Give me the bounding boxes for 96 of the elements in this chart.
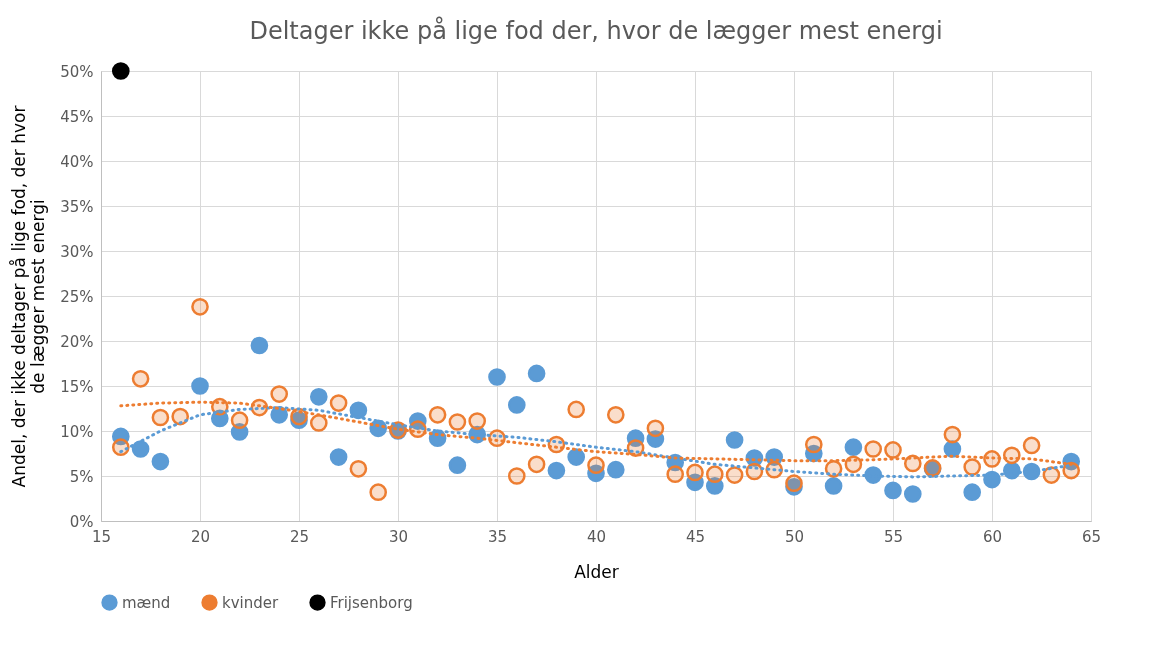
x-tick-label: 25 — [289, 527, 310, 546]
x-tick-label: 15 — [91, 527, 112, 546]
y-tick-label: 0% — [69, 512, 94, 531]
point — [111, 427, 130, 446]
point — [903, 454, 922, 473]
point — [230, 411, 249, 430]
point — [448, 456, 467, 475]
y-tick-label: 50% — [60, 62, 94, 81]
point — [468, 412, 487, 430]
point — [705, 477, 724, 495]
x-tick-label: 20 — [190, 527, 211, 546]
point — [587, 464, 605, 483]
legend-label: mænd — [122, 593, 171, 612]
point — [646, 419, 665, 438]
point — [943, 425, 962, 444]
point — [725, 431, 744, 449]
point — [567, 400, 586, 419]
point — [369, 483, 388, 502]
point — [111, 62, 130, 80]
point — [290, 411, 308, 430]
y-tick-label: 15% — [60, 377, 94, 396]
point — [1062, 461, 1081, 480]
point — [428, 405, 447, 424]
point — [804, 435, 823, 454]
point — [844, 455, 863, 474]
point — [309, 387, 328, 406]
point — [686, 473, 704, 492]
point — [844, 438, 863, 457]
point — [943, 440, 962, 458]
y-tick-label: 30% — [60, 242, 94, 261]
point — [884, 441, 902, 459]
x-tick-label: 50 — [784, 527, 805, 546]
y-tick-label: 35% — [60, 197, 94, 216]
point — [349, 459, 368, 478]
point — [309, 414, 328, 432]
point — [131, 440, 150, 458]
chart-title: Deltager ikke på lige fod der, hvor de lægger mest energi — [249, 16, 943, 46]
point — [507, 467, 526, 485]
point — [626, 429, 645, 448]
point — [408, 412, 427, 430]
point — [804, 444, 823, 463]
point — [646, 430, 665, 448]
point — [507, 396, 526, 414]
point — [824, 477, 843, 495]
point — [210, 409, 229, 428]
point — [903, 485, 922, 503]
legend-label: kvinder — [222, 593, 279, 612]
point — [963, 458, 982, 476]
x-tick-label: 30 — [388, 527, 409, 546]
point — [171, 407, 190, 426]
y-axis-title: Andel, der ikke deltager på lige fod, der hvor de lægger mest energi — [9, 105, 49, 488]
point — [448, 413, 467, 431]
point — [666, 465, 685, 484]
x-tick-label: 35 — [487, 527, 508, 546]
point — [329, 394, 348, 412]
point — [250, 336, 269, 355]
y-tick-label: 10% — [60, 422, 94, 441]
point — [963, 483, 982, 502]
y-tick-label: 5% — [69, 467, 94, 486]
point — [349, 401, 368, 420]
x-tick-label: 65 — [1081, 527, 1102, 546]
point — [686, 463, 704, 482]
point — [884, 481, 902, 500]
x-tick-label: 60 — [982, 527, 1003, 546]
point — [1042, 466, 1061, 484]
legend-label: Frijsenborg — [330, 593, 413, 612]
point — [230, 423, 249, 441]
point — [131, 369, 150, 388]
y-tick-label: 25% — [60, 287, 94, 306]
point — [587, 456, 605, 475]
point — [725, 466, 744, 484]
point — [151, 408, 170, 427]
point — [547, 461, 566, 480]
point — [191, 377, 209, 395]
point — [1022, 436, 1041, 455]
point — [527, 455, 546, 474]
x-axis-title: Alder — [574, 561, 619, 582]
point — [488, 368, 506, 386]
x-tick-label: 45 — [685, 527, 706, 546]
point — [329, 448, 348, 466]
point — [151, 452, 170, 471]
point — [606, 405, 625, 424]
y-tick-label: 20% — [60, 332, 94, 351]
point — [606, 460, 625, 479]
point — [745, 462, 764, 481]
x-tick-label: 40 — [586, 527, 607, 546]
y-tick-label: 45% — [60, 107, 94, 126]
point — [270, 385, 289, 403]
x-tick-label: 55 — [883, 527, 904, 546]
point — [705, 465, 724, 484]
point — [191, 297, 209, 316]
y-tick-label: 40% — [60, 152, 94, 171]
point — [527, 364, 546, 383]
point — [765, 448, 784, 466]
point — [864, 440, 883, 458]
point — [567, 448, 586, 466]
